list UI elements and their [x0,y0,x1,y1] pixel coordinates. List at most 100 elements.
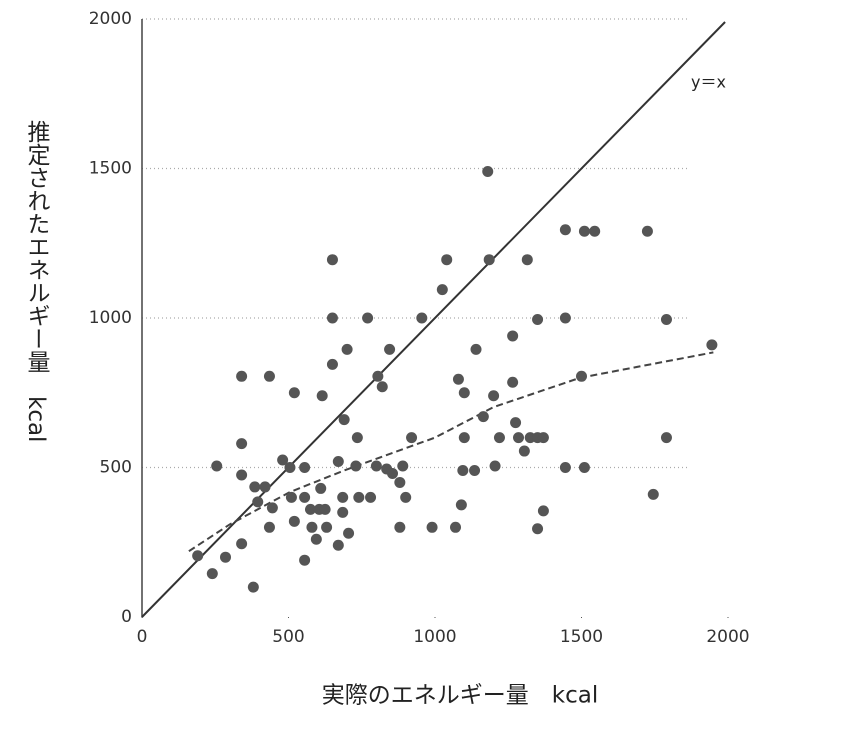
point [326,312,338,324]
point [220,551,232,563]
identity-label: y＝x [691,73,726,92]
point [488,390,500,402]
point [299,462,311,473]
point [343,527,355,539]
point [397,460,409,472]
point [299,554,311,566]
point [370,460,382,472]
point [319,503,331,515]
point [416,312,428,324]
point [559,462,571,473]
point [263,370,275,382]
point [576,370,587,382]
point [236,370,248,382]
trend-line [188,351,714,553]
point [326,254,338,266]
x-tick-label: 500 [272,627,304,647]
point [450,521,462,533]
point [351,432,363,444]
point [365,491,377,503]
point [532,523,544,535]
point [299,491,311,503]
point [458,432,470,444]
point [341,343,353,355]
point [332,456,344,468]
point [337,491,349,503]
y-tick-label: 1000 [89,308,132,328]
point [436,284,448,296]
x-tick-label: 2000 [706,627,749,647]
point [589,225,601,237]
point [482,165,494,177]
point [469,464,481,476]
x-axis-title: 実際のエネルギー量 kcal [322,683,598,709]
point [263,521,275,533]
y-tick-label: 2000 [89,9,132,29]
point [252,496,264,508]
point [532,313,544,325]
point [660,313,672,325]
point [426,521,438,533]
point [353,491,365,503]
point [518,445,530,457]
point [507,330,519,342]
point [284,462,296,473]
point [259,481,271,493]
point [288,515,300,527]
point [493,432,505,444]
point [277,454,289,466]
point [236,538,248,550]
y-axis-title: 推定されたエネルギー量 kcal [23,120,51,442]
point [332,539,344,551]
y-tick-label: 0 [121,607,132,627]
point [578,225,590,237]
point [394,476,406,488]
point [394,521,406,533]
point [376,381,388,393]
point [337,506,349,518]
point [387,467,399,479]
point [316,390,328,402]
point [350,460,362,472]
point [400,491,412,503]
point [362,312,374,324]
point [457,464,469,476]
point [384,343,396,355]
point [537,432,549,444]
point [489,460,501,472]
point [647,488,659,500]
point [206,568,218,580]
point [477,411,489,423]
point [455,499,467,511]
point [372,370,384,382]
point [306,521,318,533]
point [441,254,453,266]
point [326,358,338,370]
point [211,460,223,472]
point [249,481,261,493]
point [288,387,300,399]
point [521,254,533,266]
point [266,502,278,514]
point [406,432,418,444]
point [510,417,522,429]
x-tick-label: 1500 [560,627,603,647]
point [470,343,482,355]
y-tick-label: 1500 [89,159,132,179]
point [513,432,525,444]
point [578,462,590,473]
point [192,550,204,562]
y-tick-label: 500 [100,458,132,478]
point [452,373,464,385]
point [483,254,495,266]
point [559,312,571,324]
x-tick-label: 1000 [413,627,456,647]
point [338,414,350,426]
point [285,491,297,503]
point [315,482,327,494]
point [236,438,248,450]
point [706,339,718,351]
point [321,521,333,533]
point [559,224,571,236]
